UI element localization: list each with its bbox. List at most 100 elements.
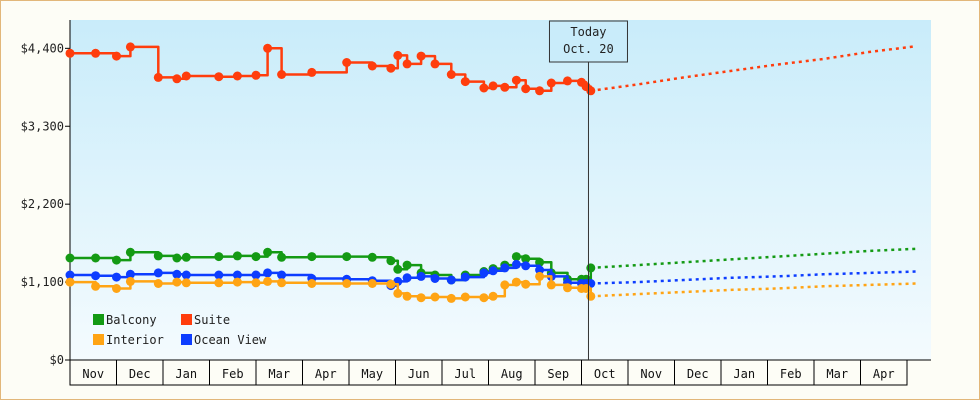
data-point: [277, 270, 287, 280]
data-point: [172, 253, 182, 263]
data-point: [91, 281, 101, 291]
data-point: [535, 86, 545, 96]
data-point: [393, 288, 403, 298]
data-point: [511, 259, 521, 269]
data-point: [460, 292, 470, 302]
legend-swatch: [181, 314, 192, 325]
legend-label: Suite: [194, 313, 230, 327]
data-point: [214, 252, 224, 262]
data-point: [546, 280, 556, 290]
data-point: [500, 82, 510, 92]
legend-item-balcony: Balcony: [93, 313, 157, 327]
data-point: [386, 63, 396, 73]
data-point: [511, 277, 521, 287]
data-point: [65, 270, 75, 280]
data-point: [479, 268, 489, 278]
data-point: [277, 278, 287, 288]
data-point: [277, 70, 287, 79]
data-point: [112, 272, 121, 282]
data-point: [125, 269, 135, 279]
month-label: Mar: [268, 367, 290, 381]
data-point: [521, 84, 531, 94]
data-point: [214, 72, 224, 82]
data-point: [263, 43, 273, 53]
data-point: [181, 270, 191, 280]
data-point: [181, 278, 191, 288]
data-point: [342, 279, 352, 288]
month-label: Apr: [873, 367, 895, 381]
data-point: [430, 274, 440, 283]
data-point: [563, 283, 572, 293]
data-point: [112, 284, 121, 293]
data-point: [563, 76, 572, 86]
data-point: [65, 253, 75, 263]
today-marker: Today Oct. 20: [548, 20, 628, 360]
month-label: Nov: [640, 367, 662, 381]
data-point: [91, 271, 101, 281]
data-point: [416, 293, 426, 303]
y-axis: $0 $1,100 $2,200 $3,300 $4,400: [21, 20, 71, 367]
data-point: [91, 48, 101, 58]
data-point: [402, 273, 412, 283]
y-tick-label: $0: [50, 353, 64, 367]
data-point: [402, 260, 412, 270]
data-point: [446, 275, 456, 285]
data-point: [232, 277, 242, 287]
plot-background: [70, 20, 931, 360]
data-point: [232, 251, 242, 261]
x-axis: Nov Dec Jan Feb Mar Apr May Jun Jul Aug Sep Oct Nov D…: [69, 359, 931, 386]
month-label: Mar: [826, 367, 848, 381]
today-title: Today: [570, 25, 606, 39]
month-label: Oct: [594, 367, 616, 381]
data-point: [521, 279, 531, 289]
data-point: [181, 252, 191, 262]
data-point: [416, 51, 426, 61]
legend-item-ocean-view: Ocean View: [181, 333, 267, 347]
data-point: [125, 276, 135, 286]
month-label: Apr: [315, 367, 337, 381]
data-point: [307, 252, 317, 262]
data-point: [402, 291, 412, 301]
series-layer: [65, 42, 917, 303]
data-point: [172, 74, 182, 84]
data-point: [112, 255, 121, 265]
data-point: [460, 272, 470, 282]
data-point: [479, 83, 489, 93]
data-point: [214, 270, 224, 280]
month-label: Jan: [733, 367, 755, 381]
forecast-line: [590, 282, 917, 298]
data-point: [251, 278, 261, 288]
data-point: [112, 51, 121, 61]
month-label: Feb: [780, 367, 802, 381]
data-point: [581, 284, 591, 293]
data-point: [172, 269, 182, 279]
month-label: Dec: [687, 367, 709, 381]
legend-item-suite: Suite: [181, 313, 230, 327]
series-suite: [65, 42, 917, 96]
data-point: [65, 277, 75, 287]
data-point: [500, 280, 510, 290]
data-point: [251, 270, 261, 280]
month-label: Sep: [547, 367, 569, 381]
legend-swatch: [181, 334, 192, 345]
data-point: [535, 271, 545, 281]
legend-label: Interior: [106, 333, 164, 347]
legend-label: Ocean View: [194, 333, 267, 347]
month-label: Feb: [222, 367, 244, 381]
data-point: [172, 277, 182, 287]
today-box: [548, 20, 628, 63]
data-point: [402, 59, 412, 69]
data-point: [367, 61, 377, 71]
data-point: [307, 279, 317, 288]
forecast-line: [590, 270, 917, 285]
month-label: Dec: [129, 367, 151, 381]
data-point: [214, 278, 224, 288]
data-point: [535, 265, 545, 275]
legend-swatch: [93, 334, 104, 345]
data-point: [488, 81, 498, 91]
month-label: May: [361, 367, 383, 381]
forecast-line: [590, 44, 917, 93]
data-point: [263, 247, 273, 257]
data-point: [277, 252, 287, 262]
